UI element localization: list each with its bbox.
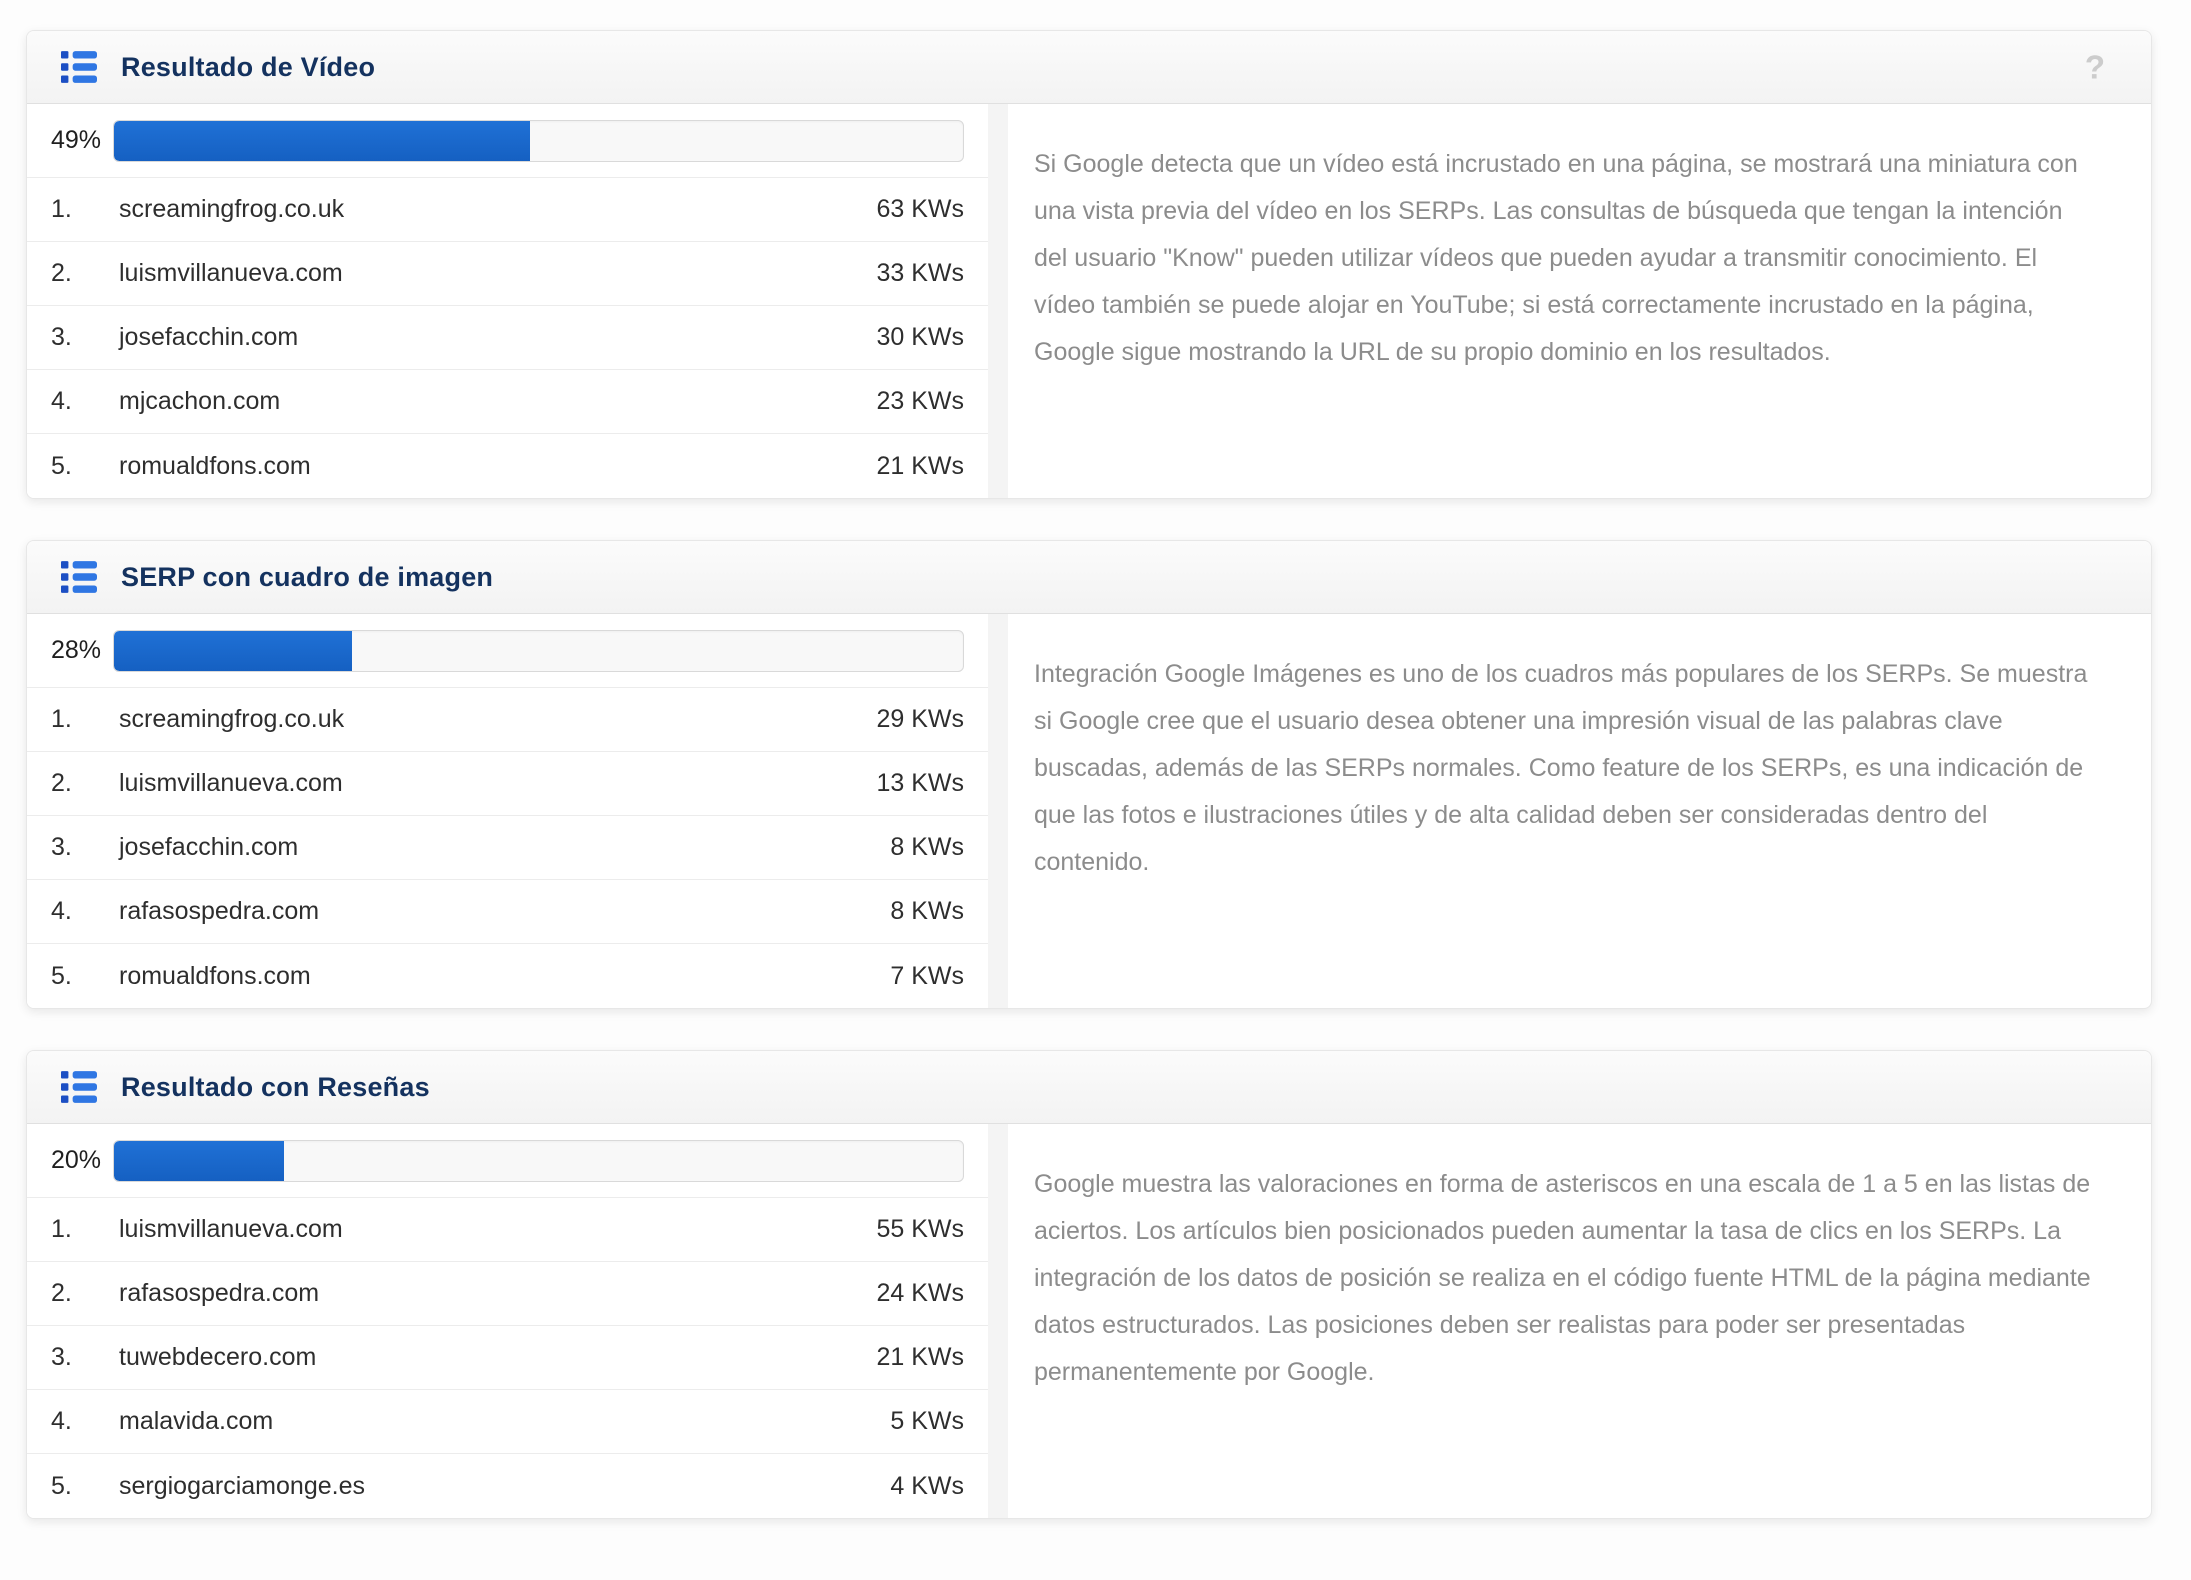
row-rank: 5. [51,961,72,990]
panel-header: SERP con cuadro de imagen ? [27,541,2151,614]
table-row[interactable]: 2. rafasospedra.com 24 KWs [27,1262,988,1326]
row-rank: 3. [51,323,72,351]
table-row[interactable]: 4. mjcachon.com 23 KWs [27,370,988,434]
panel-title: SERP con cuadro de imagen [121,561,494,592]
row-rank: 4. [51,897,72,925]
table-row[interactable]: 4. rafasospedra.com 8 KWs [27,880,988,944]
row-domain[interactable]: mjcachon.com [119,387,281,415]
row-kws-count: 21 KWs [876,451,964,480]
row-rank: 5. [51,1471,72,1500]
row-domain[interactable]: rafasospedra.com [119,1279,320,1307]
row-rank: 5. [51,451,72,480]
table-row[interactable]: 2. luismvillanueva.com 33 KWs [27,242,988,306]
row-kws-count: 21 KWs [876,1343,964,1371]
table-row[interactable]: 3. josefacchin.com 30 KWs [27,306,988,370]
row-kws-count: 30 KWs [876,323,964,351]
panel-title: Resultado de Vídeo [121,51,376,82]
progress-track [113,119,964,162]
feature-description: Si Google detecta que un vídeo está incr… [1008,129,2151,473]
progress-row: 28% [27,614,988,688]
list-icon [61,561,97,593]
row-kws-count: 33 KWs [876,259,964,287]
row-domain[interactable]: romualdfons.com [119,451,311,480]
progress-row: 20% [27,1124,988,1198]
panel-body: 28% 1. screamingfrog.co.uk 29 KWs 2. lui… [27,614,2151,1008]
row-domain[interactable]: screamingfrog.co.uk [119,705,345,733]
panel-body: 20% 1. luismvillanueva.com 55 KWs 2. raf… [27,1124,2151,1518]
table-row[interactable]: 4. malavida.com 5 KWs [27,1390,988,1454]
row-kws-count: 63 KWs [876,195,964,223]
row-rank: 2. [51,1279,72,1307]
progress-fill [114,1140,284,1181]
feature-panel: Resultado de Vídeo ? 49% 1. screamingfro… [26,30,2152,499]
table-row[interactable]: 3. tuwebdecero.com 21 KWs [27,1326,988,1390]
panel-title: Resultado con Reseñas [121,1071,430,1102]
row-kws-count: 23 KWs [876,387,964,415]
progress-fill [114,120,530,161]
row-domain[interactable]: rafasospedra.com [119,897,320,925]
column-divider [988,1124,1008,1518]
column-divider [988,104,1008,498]
table-row[interactable]: 1. screamingfrog.co.uk 29 KWs [27,688,988,752]
feature-panel: SERP con cuadro de imagen ? 28% 1. screa… [26,540,2152,1009]
panel-header: Resultado de Vídeo ? [27,31,2151,104]
column-divider [988,614,1008,1008]
table-row[interactable]: 5. romualdfons.com 21 KWs [27,434,988,498]
progress-fill [114,630,352,671]
row-domain[interactable]: luismvillanueva.com [119,259,343,287]
domain-table: 28% 1. screamingfrog.co.uk 29 KWs 2. lui… [27,614,988,1008]
feature-panel: Resultado con Reseñas ? 20% 1. luismvill… [26,1050,2152,1519]
row-domain[interactable]: malavida.com [119,1407,274,1435]
row-kws-count: 55 KWs [876,1215,964,1243]
row-rank: 4. [51,387,72,415]
row-rank: 3. [51,1343,72,1371]
row-rank: 1. [51,705,72,733]
row-kws-count: 5 KWs [890,1407,964,1435]
progress-row: 49% [27,104,988,178]
row-domain[interactable]: josefacchin.com [119,833,299,861]
row-kws-count: 8 KWs [890,833,964,861]
row-kws-count: 13 KWs [876,769,964,797]
panel-body: 49% 1. screamingfrog.co.uk 63 KWs 2. lui… [27,104,2151,498]
domain-table: 20% 1. luismvillanueva.com 55 KWs 2. raf… [27,1124,988,1518]
row-rank: 1. [51,1215,72,1243]
percentage-label: 20% [51,1146,102,1174]
row-rank: 2. [51,259,72,287]
table-row[interactable]: 5. romualdfons.com 7 KWs [27,944,988,1008]
row-rank: 2. [51,769,72,797]
row-kws-count: 24 KWs [876,1279,964,1307]
row-domain[interactable]: tuwebdecero.com [119,1343,317,1371]
list-icon [61,51,97,83]
help-icon[interactable]: ? [2084,48,2105,86]
row-domain[interactable]: screamingfrog.co.uk [119,195,345,223]
row-domain[interactable]: luismvillanueva.com [119,769,343,797]
row-domain[interactable]: romualdfons.com [119,961,311,990]
row-kws-count: 8 KWs [890,897,964,925]
percentage-label: 49% [51,126,102,154]
feature-description: Integración Google Imágenes es uno de lo… [1008,639,2151,983]
row-kws-count: 7 KWs [890,961,964,990]
row-kws-count: 4 KWs [890,1471,964,1500]
row-domain[interactable]: sergiogarciamonge.es [119,1471,365,1500]
progress-track [113,1139,964,1182]
panel-header: Resultado con Reseñas ? [27,1051,2151,1124]
progress-track [113,629,964,672]
row-rank: 1. [51,195,72,223]
row-kws-count: 29 KWs [876,705,964,733]
table-row[interactable]: 3. josefacchin.com 8 KWs [27,816,988,880]
row-rank: 4. [51,1407,72,1435]
row-domain[interactable]: luismvillanueva.com [119,1215,343,1243]
table-row[interactable]: 1. luismvillanueva.com 55 KWs [27,1198,988,1262]
row-domain[interactable]: josefacchin.com [119,323,299,351]
feature-description: Google muestra las valoraciones en forma… [1008,1149,2151,1493]
panels-container: Resultado de Vídeo ? 49% 1. screamingfro… [26,30,2152,1519]
row-rank: 3. [51,833,72,861]
table-row[interactable]: 5. sergiogarciamonge.es 4 KWs [27,1454,988,1518]
table-row[interactable]: 1. screamingfrog.co.uk 63 KWs [27,178,988,242]
table-row[interactable]: 2. luismvillanueva.com 13 KWs [27,752,988,816]
percentage-label: 28% [51,636,102,664]
list-icon [61,1071,97,1103]
domain-table: 49% 1. screamingfrog.co.uk 63 KWs 2. lui… [27,104,988,498]
